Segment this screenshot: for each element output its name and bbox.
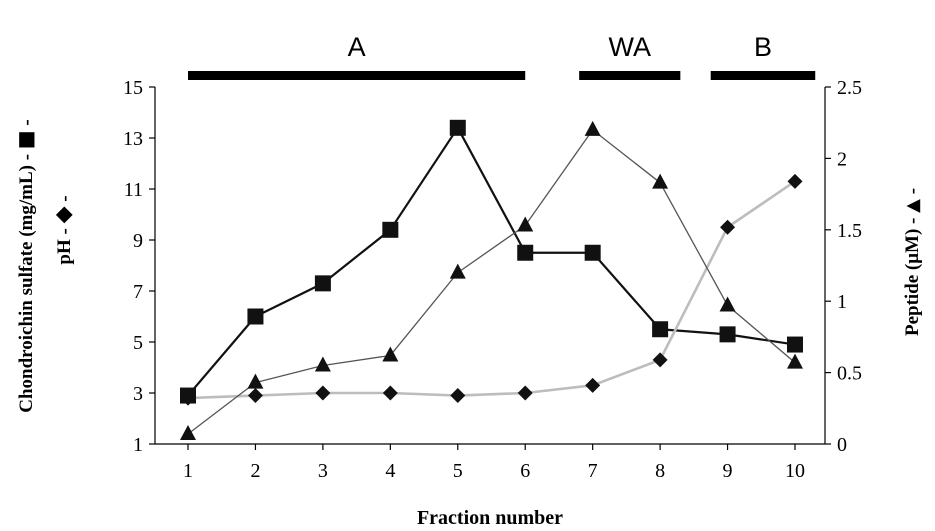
left-tick-label: 9 [133,230,143,252]
left-tick-label: 3 [133,383,143,405]
ph-label-text: pH - [54,228,75,264]
square-point [787,336,803,353]
left-axis-title: Chondroichin sulfate (mg/mL) - ■ - [13,119,37,413]
right-tick-label: 2.5 [837,77,862,99]
x-tick-label: 5 [453,460,463,482]
left-tick-label: 7 [133,281,143,303]
square-point [584,244,601,261]
left-tick-label: 13 [123,128,143,150]
diamond-point [450,388,466,404]
left-axis-label-suffix: - [16,119,37,125]
svg-text:Peptide (μM) - ▲: Peptide (μM) - ▲ - [902,188,923,336]
diamond-point [720,219,736,235]
right-tick-label: 2 [837,148,847,170]
series-line-triangle [187,129,796,435]
triangle-point [517,216,534,232]
right-axis-title: Peptide (μM) - ▲ - [902,188,923,336]
right-tick-label: 1.5 [837,220,862,242]
x-tick-label: 6 [520,460,530,482]
diamond-marker-legend: ◆ [51,206,76,223]
triangle-point [787,353,803,369]
square-point [382,221,399,238]
series-lines [187,126,796,435]
right-tick-label: 0.5 [837,363,862,385]
diamond-point [180,390,196,406]
svg-text:Chondroichin sulfate (mg/mL) -: Chondroichin sulfate (mg/mL) - ■ - [13,119,37,413]
square-point [247,308,264,325]
region-label: A [348,32,366,62]
x-axis-ticks: 1 2 3 4 5 6 7 8 9 10 [183,444,805,482]
axes [154,87,826,445]
x-tick-label: 2 [250,460,260,482]
left-tick-label: 11 [124,179,143,201]
diamond-point [787,173,803,189]
square-point [652,321,669,338]
right-tick-label: 0 [837,434,847,456]
left-axis-label-text: Chondroichin sulfate (mg/mL) - [16,154,37,413]
triangle-point [652,173,669,189]
left-tick-label: 5 [133,332,143,354]
region-bar [710,71,816,80]
left-tick-label: 15 [123,77,143,99]
square-marker-legend: ■ [13,130,37,149]
x-tick-label: 7 [588,460,598,482]
svg-text:pH - ◆ -: pH - ◆ - [51,195,76,264]
x-tick-label: 3 [318,460,328,482]
triangle-point [584,120,601,136]
x-tick-label: 9 [723,460,733,482]
diamond-point [315,385,331,401]
diamond-point [382,385,398,401]
square-point [449,119,466,136]
series-line-square [187,126,796,397]
right-tick-label: 1 [837,291,847,313]
x-tick-label: 1 [183,460,193,482]
series-markers [180,119,803,441]
diamond-point [247,388,263,404]
diamond-point [652,352,668,368]
right-axis-label-suffix: - [902,188,923,194]
x-tick-label: 4 [385,460,395,482]
diamond-point [585,377,601,393]
triangle-point [180,425,196,441]
diamond-point [517,385,533,401]
x-tick-label: 8 [655,460,665,482]
left-tick-label: 1 [133,434,143,456]
region-label: B [754,32,772,62]
square-point [314,275,331,292]
region-bars: A WA B [188,32,816,80]
triangle-point [247,373,264,389]
x-axis-label: Fraction number [417,507,563,529]
x-tick-label: 10 [785,460,805,482]
ph-label-suffix: - [54,195,75,201]
triangle-marker-legend: ▲ [902,199,923,213]
region-bar [579,71,681,80]
triangle-point [382,346,399,362]
triangle-point [314,356,331,372]
right-axis-ticks: 0 0.5 1 1.5 2 2.5 [825,77,862,456]
square-point [517,244,534,261]
left-axis-subtitle: pH - ◆ - [51,195,76,264]
triangle-point [449,263,466,279]
region-bar [188,71,526,80]
region-label: WA [609,32,652,62]
right-axis-label-text: Peptide (μM) - [902,218,923,336]
triangle-point [719,296,736,312]
series-line-diamond [187,180,796,400]
square-point [719,326,736,343]
